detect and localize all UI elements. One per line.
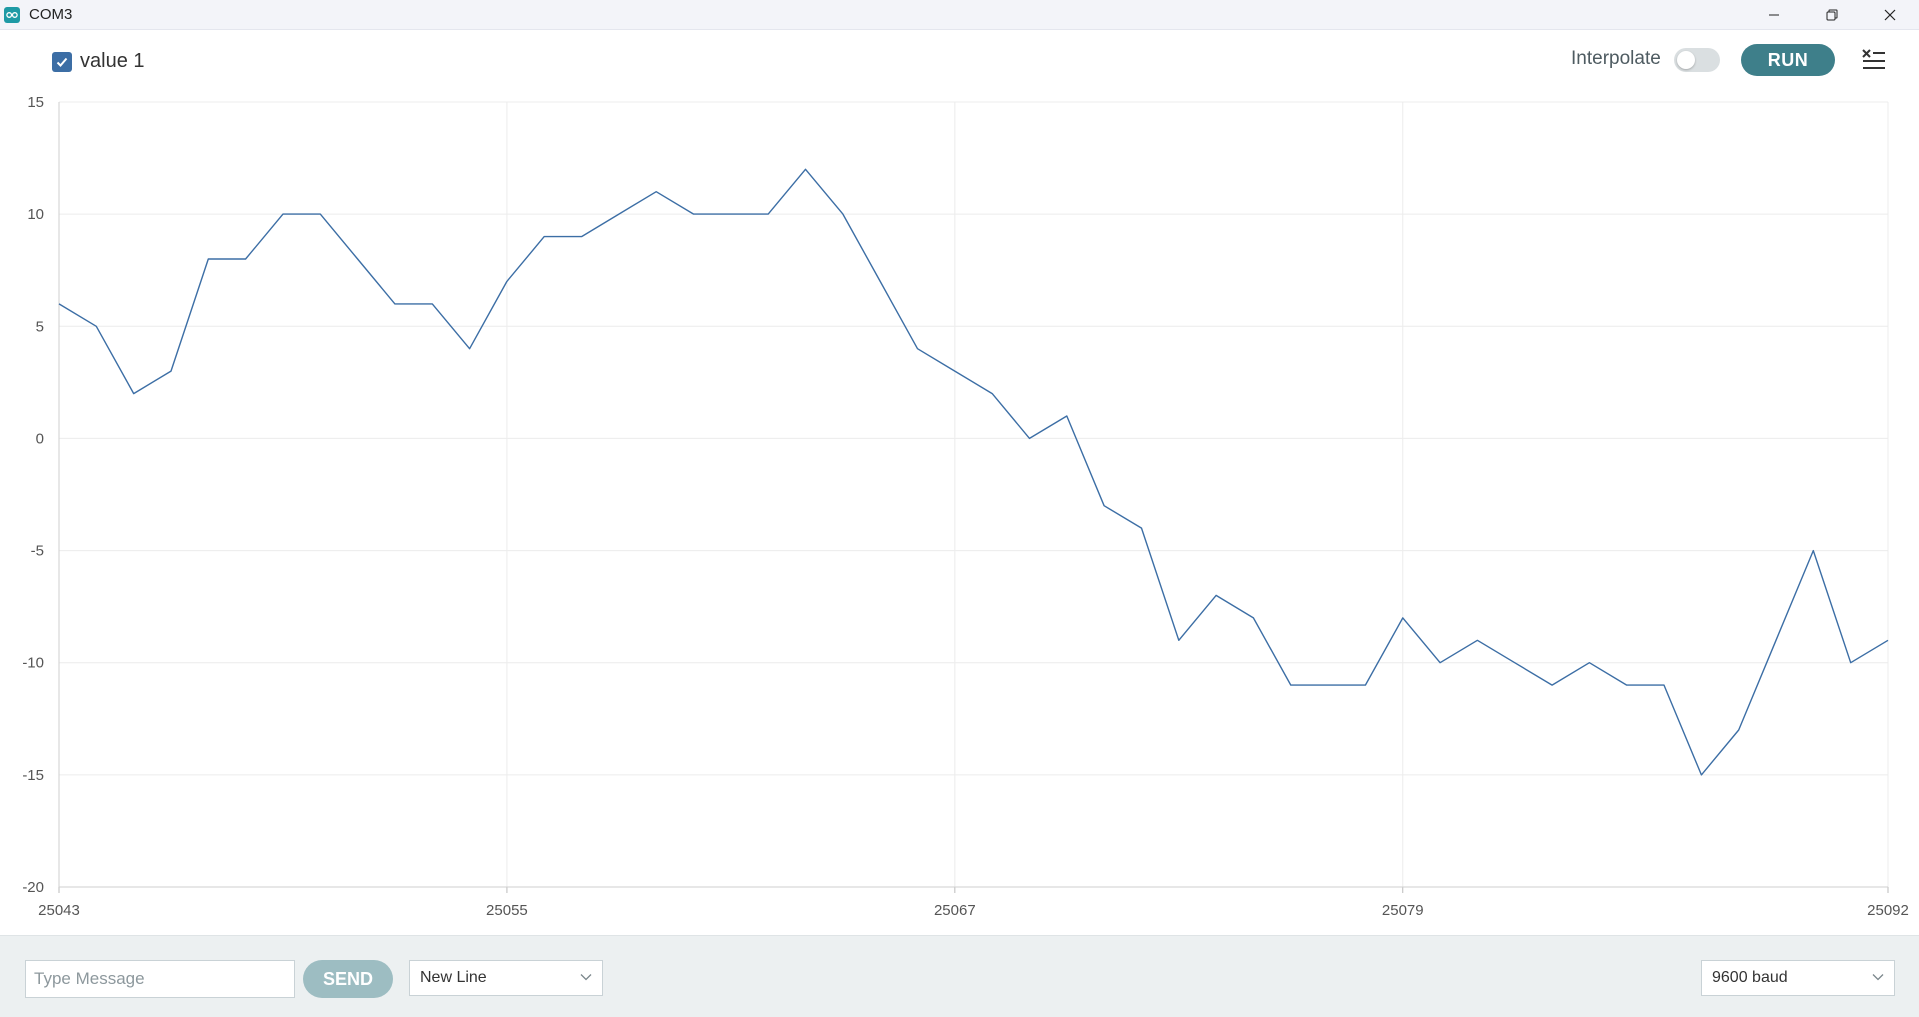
x-tick-label: 25055: [486, 902, 528, 919]
baud-rate-select[interactable]: 9600 baud: [1701, 960, 1895, 996]
y-axis-ticks: 15 10 5 0 -5 -10 -15 -20: [22, 94, 44, 896]
chevron-down-icon: [1872, 974, 1884, 981]
series-line-value-1: [58, 168, 1889, 776]
series-toggle-value-1[interactable]: value 1: [52, 50, 145, 73]
line-ending-value: New Line: [420, 969, 487, 986]
interpolate-toggle[interactable]: [1674, 48, 1720, 72]
y-tick-label: 10: [27, 206, 44, 223]
x-tick-label: 25067: [934, 902, 976, 919]
series-checkbox[interactable]: [52, 51, 72, 72]
restore-button[interactable]: [1803, 0, 1861, 29]
y-tick-label: 15: [27, 94, 44, 111]
bottom-bar: SEND New Line 9600 baud: [0, 935, 1919, 1017]
y-tick-label: 5: [36, 318, 44, 335]
checkmark-icon: [56, 57, 68, 67]
x-axis-ticks: 25043 25055 25067 25079 25092: [38, 902, 1909, 919]
minimize-button[interactable]: [1745, 0, 1803, 29]
arduino-icon: [4, 6, 20, 23]
clear-list-icon: [1862, 49, 1885, 69]
message-input[interactable]: [25, 960, 295, 998]
series-label: value 1: [80, 50, 145, 72]
minimize-icon: [1769, 14, 1779, 15]
window-title: COM3: [29, 6, 73, 23]
send-button[interactable]: SEND: [303, 960, 393, 998]
y-tick-label: 0: [36, 430, 44, 447]
restore-icon: [1826, 9, 1838, 20]
baud-rate-value: 9600 baud: [1712, 969, 1788, 986]
title-bar: COM3: [0, 0, 1919, 30]
line-ending-select[interactable]: New Line: [409, 960, 603, 996]
clear-button[interactable]: [1860, 46, 1888, 74]
y-tick-label: -15: [22, 767, 44, 784]
chevron-down-icon: [580, 974, 592, 981]
chart-series: [58, 168, 1889, 776]
y-tick-label: -5: [31, 543, 44, 560]
run-button[interactable]: RUN: [1741, 44, 1835, 76]
toggle-knob: [1677, 51, 1695, 69]
close-button[interactable]: [1861, 0, 1919, 29]
x-tick-label: 25092: [1867, 902, 1909, 919]
interpolate-label: Interpolate: [1571, 48, 1661, 69]
y-tick-label: -20: [22, 879, 44, 896]
chart-axes: [58, 102, 1889, 893]
close-icon: [1884, 9, 1896, 20]
x-tick-label: 25079: [1382, 902, 1424, 919]
y-tick-label: -10: [22, 655, 44, 672]
x-tick-label: 25043: [38, 902, 80, 919]
chart-grid: [59, 101, 1889, 887]
